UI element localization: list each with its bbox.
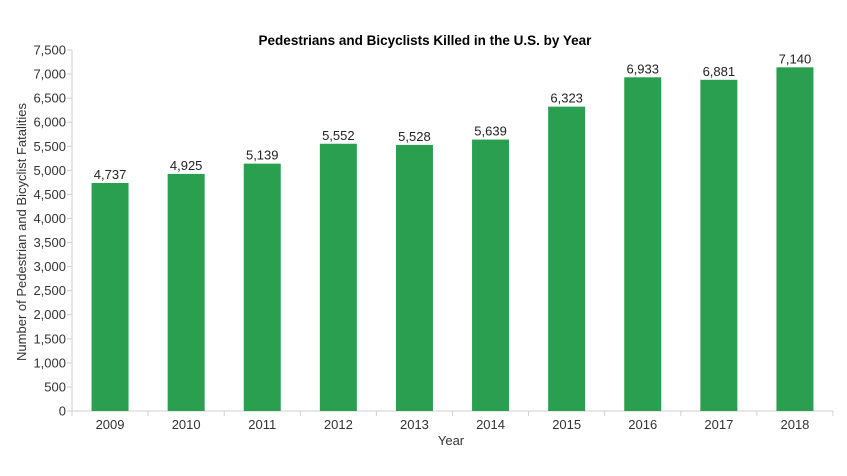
- y-tick-label: 6,000: [33, 115, 66, 130]
- y-tick-label: 0: [59, 404, 66, 419]
- y-tick-label: 500: [44, 379, 66, 394]
- y-tick-label: 2,000: [33, 307, 66, 322]
- y-tick-label: 1,000: [33, 355, 66, 370]
- x-tick-label: 2014: [476, 417, 505, 432]
- y-tick-label: 5,500: [33, 139, 66, 154]
- x-tick-label: 2010: [172, 417, 201, 432]
- x-tick-label: 2011: [248, 417, 276, 432]
- x-axis-label: Year: [438, 433, 465, 448]
- x-tick-label: 2013: [400, 417, 429, 432]
- x-tick-label: 2017: [704, 417, 733, 432]
- bar: [319, 143, 357, 411]
- bar-value-labels: 4,737 4,925 5,139 5,552 5,528 5,639 6,323 6,933…: [94, 51, 811, 182]
- y-tick-label: 6,500: [33, 91, 66, 106]
- y-tick-label: 4,500: [33, 187, 66, 202]
- bar-value-label: 4,737: [94, 167, 127, 182]
- bar-value-label: 4,925: [170, 158, 203, 173]
- bar-value-label: 5,528: [398, 129, 431, 144]
- y-tick-label: 2,500: [33, 283, 66, 298]
- y-tick-label: 7,000: [33, 67, 66, 82]
- y-axis-label: Number of Pedestrian and Bicyclist Fatal…: [14, 103, 29, 361]
- bar-value-label: 6,881: [703, 64, 736, 79]
- bar-value-label: 5,552: [322, 128, 355, 143]
- bar-value-label: 6,933: [626, 61, 659, 76]
- y-tick-label: 3,500: [33, 235, 66, 250]
- bar-value-label: 6,323: [550, 91, 583, 106]
- y-tick-label: 7,500: [33, 43, 66, 58]
- chart-title: Pedestrians and Bicyclists Killed in the…: [259, 33, 593, 48]
- x-tick-label: 2009: [96, 417, 125, 432]
- bar: [395, 144, 433, 411]
- bar: [472, 139, 510, 412]
- bar: [167, 173, 205, 411]
- x-tick-label: 2012: [324, 417, 353, 432]
- y-tick-label: 5,000: [33, 163, 66, 178]
- bar-value-label: 7,140: [779, 51, 812, 66]
- x-tick-label: 2015: [552, 417, 581, 432]
- bar: [243, 163, 281, 411]
- bar: [91, 182, 129, 411]
- bar: [700, 79, 738, 412]
- y-tick-label: 4,000: [33, 211, 66, 226]
- bar-value-label: 5,139: [246, 148, 279, 163]
- bar-value-label: 5,639: [474, 124, 507, 139]
- bar: [776, 67, 814, 411]
- x-tick-label: 2016: [628, 417, 657, 432]
- bar: [548, 106, 586, 412]
- x-axis: 2009 2010 2011 2012 2013 2014 2015 2016 2017 2018: [71, 410, 834, 432]
- x-tick-label: 2018: [780, 417, 809, 432]
- bars: [91, 67, 814, 412]
- bar: [624, 77, 662, 412]
- y-tick-label: 1,500: [33, 331, 66, 346]
- y-tick-label: 3,000: [33, 259, 66, 274]
- y-axis: 0 500 1,000 1,500 2,000 2,500 3,000 3,500 4,000 4…: [33, 43, 73, 419]
